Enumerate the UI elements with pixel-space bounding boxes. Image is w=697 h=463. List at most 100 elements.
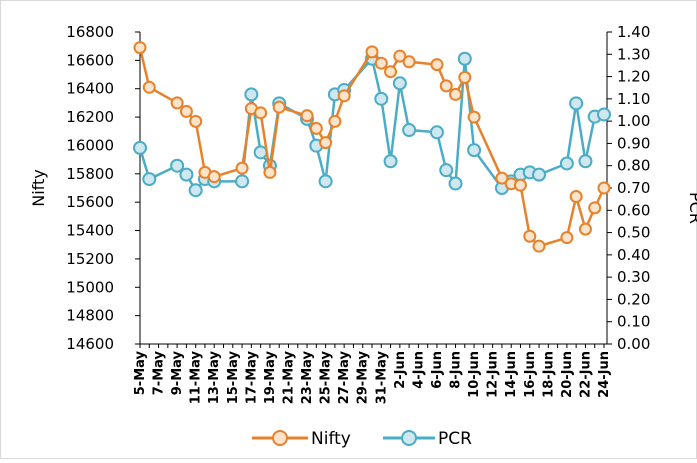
x-tick-label: 11-May bbox=[189, 350, 204, 404]
x-tick-label: 21-May bbox=[281, 350, 296, 404]
pcr-point bbox=[383, 154, 398, 169]
nifty-point bbox=[439, 79, 453, 93]
nifty-point bbox=[179, 104, 193, 118]
nifty-point bbox=[523, 229, 537, 243]
x-tick-label: 5-May bbox=[133, 350, 148, 395]
y2-tick-label: 0.30 bbox=[617, 268, 650, 286]
x-tick-label: 10-Jun bbox=[467, 351, 482, 398]
pcr-point bbox=[402, 123, 417, 138]
y-tick-label: 15400 bbox=[66, 222, 114, 240]
nifty-point bbox=[449, 87, 463, 101]
series-pcr bbox=[133, 51, 611, 198]
y-tick-label: 15800 bbox=[66, 165, 114, 183]
nifty-point bbox=[513, 178, 527, 192]
nifty-point bbox=[365, 45, 379, 59]
pcr-point bbox=[448, 176, 463, 191]
y-tick-label: 16000 bbox=[66, 136, 114, 154]
nifty-point bbox=[337, 89, 351, 103]
nifty-point bbox=[272, 100, 286, 114]
nifty-point bbox=[189, 114, 203, 128]
nifty-point bbox=[300, 109, 314, 123]
x-tick-label: 12-Jun bbox=[486, 351, 501, 398]
nifty-point bbox=[384, 65, 398, 79]
y2-axis-title: PCR bbox=[686, 192, 697, 224]
pcr-point bbox=[142, 172, 157, 187]
nifty-point bbox=[588, 201, 602, 215]
nifty-point bbox=[597, 181, 611, 195]
y-axis-title: Nifty bbox=[29, 169, 48, 207]
y-tick-label: 15600 bbox=[66, 193, 114, 211]
nifty-point bbox=[235, 161, 249, 175]
nifty-point bbox=[578, 222, 592, 236]
y2-tick-label: 1.10 bbox=[617, 90, 650, 108]
series-layer bbox=[133, 41, 611, 253]
nifty-point bbox=[458, 70, 472, 84]
legend-item-nifty: Nifty bbox=[252, 429, 351, 449]
y2-tick-label: 1.20 bbox=[617, 68, 650, 86]
y2-tick-label: 1.40 bbox=[617, 23, 650, 41]
legend-swatch-marker bbox=[401, 430, 417, 446]
y2-tick-label: 1.30 bbox=[617, 45, 650, 63]
x-tick-label: 20-Jun bbox=[560, 351, 575, 398]
axes-layer: 14600 14800 15000 15200 15400 15600 15800 16000… bbox=[29, 23, 697, 404]
x-tick-label: 15-May bbox=[226, 350, 241, 404]
nifty-point bbox=[207, 170, 221, 184]
nifty-point bbox=[328, 114, 342, 128]
y-tick-label: 14600 bbox=[66, 335, 114, 353]
y2-tick-label: 0.10 bbox=[617, 313, 650, 331]
y2-tick-label: 0.20 bbox=[617, 290, 650, 308]
pcr-point bbox=[569, 96, 584, 111]
y2-tick-label: 0.80 bbox=[617, 157, 650, 175]
pcr-point bbox=[439, 163, 454, 178]
y2-tick-label: 0.90 bbox=[617, 134, 650, 152]
nifty-point bbox=[142, 80, 156, 94]
y-tick-label: 16600 bbox=[66, 51, 114, 69]
nifty-point bbox=[393, 49, 407, 63]
nifty-point bbox=[263, 165, 277, 179]
y2-tick-label: 0.40 bbox=[617, 246, 650, 264]
x-tick-label: 19-May bbox=[263, 350, 278, 404]
pcr-point bbox=[253, 145, 268, 160]
nifty-point bbox=[309, 121, 323, 135]
x-tick-label: 22-Jun bbox=[578, 351, 593, 398]
nifty-point bbox=[532, 239, 546, 253]
x-tick-label: 6-Jun bbox=[430, 351, 445, 389]
y2-tick-label: 0.70 bbox=[617, 179, 650, 197]
x-tick-label: 31-May bbox=[374, 350, 389, 404]
legend-label: PCR bbox=[438, 429, 472, 449]
y2-tick-label: 0.50 bbox=[617, 224, 650, 242]
nifty-point bbox=[402, 55, 416, 69]
x-tick-label: 7-May bbox=[152, 350, 167, 395]
pcr-point bbox=[318, 174, 333, 189]
legend: Nifty PCR bbox=[252, 429, 472, 449]
nifty-point bbox=[254, 106, 268, 120]
pcr-point bbox=[559, 156, 574, 171]
y2-tick-label: 0.00 bbox=[617, 335, 650, 353]
pcr-point bbox=[578, 154, 593, 169]
x-tick-label: 17-May bbox=[244, 350, 259, 404]
x-tick-label: 27-May bbox=[337, 350, 352, 404]
nifty-point bbox=[430, 58, 444, 72]
x-tick-label: 9-May bbox=[170, 350, 185, 395]
nifty-point bbox=[569, 190, 583, 204]
nifty-point bbox=[319, 136, 333, 150]
pcr-point bbox=[188, 183, 203, 198]
x-tick-label: 23-May bbox=[300, 350, 315, 404]
series-nifty bbox=[133, 41, 611, 253]
pcr-point bbox=[133, 140, 147, 155]
legend-swatch-marker bbox=[272, 430, 288, 446]
legend-label: Nifty bbox=[311, 429, 351, 449]
x-tick-label: 2-Jun bbox=[393, 351, 408, 389]
pcr-point bbox=[235, 174, 250, 189]
pcr-point bbox=[457, 51, 472, 66]
pcr-point bbox=[392, 76, 407, 91]
x-tick-label: 13-May bbox=[207, 350, 222, 404]
y-tick-label: 15200 bbox=[66, 250, 114, 268]
nifty-point bbox=[560, 231, 574, 245]
x-tick-label: 8-Jun bbox=[449, 351, 464, 389]
pcr-point bbox=[532, 167, 547, 182]
y-tick-label: 16400 bbox=[66, 80, 114, 98]
pcr-point bbox=[429, 125, 444, 140]
